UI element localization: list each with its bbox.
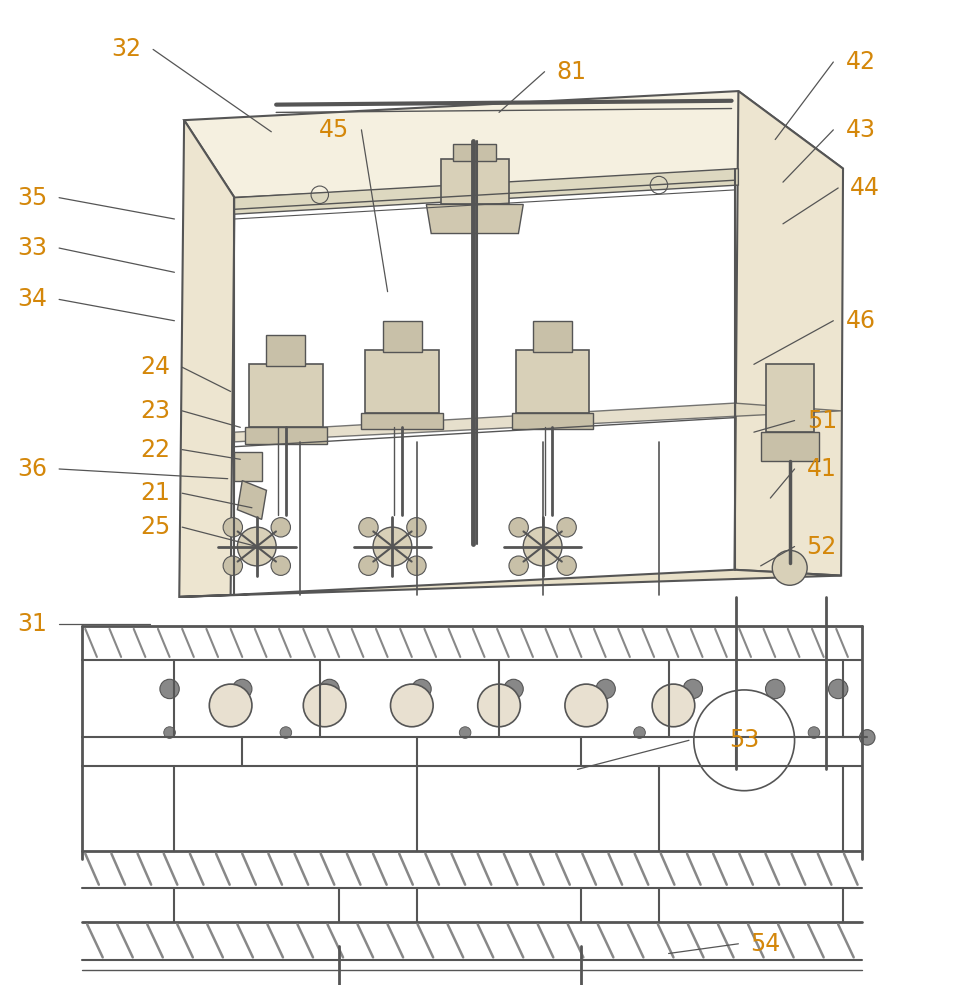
Text: 43: 43 [846,118,875,142]
Circle shape [509,518,528,537]
Text: 33: 33 [17,236,47,260]
Circle shape [391,684,433,727]
Polygon shape [512,413,593,429]
Circle shape [694,690,795,791]
Polygon shape [179,570,841,597]
Text: 25: 25 [140,515,171,539]
Polygon shape [761,432,819,461]
Text: 34: 34 [17,287,47,311]
Text: 81: 81 [557,60,586,84]
Circle shape [596,679,615,699]
Circle shape [504,679,523,699]
Circle shape [223,556,242,575]
Text: 42: 42 [846,50,875,74]
Polygon shape [245,427,327,444]
Polygon shape [365,350,439,413]
Circle shape [557,518,577,537]
Polygon shape [234,403,841,442]
Text: 54: 54 [750,932,781,956]
Circle shape [459,727,471,738]
Circle shape [280,727,292,738]
Polygon shape [735,91,843,576]
Text: 36: 36 [17,457,47,481]
Circle shape [271,556,291,575]
Circle shape [233,679,252,699]
Polygon shape [179,120,234,597]
Polygon shape [441,159,509,204]
Circle shape [209,684,252,727]
Circle shape [652,684,695,727]
Polygon shape [234,452,262,481]
Circle shape [860,730,875,745]
Circle shape [237,527,276,566]
Polygon shape [516,350,589,413]
Polygon shape [237,481,266,519]
Circle shape [509,556,528,575]
Circle shape [160,679,179,699]
Circle shape [808,727,820,738]
Text: 21: 21 [141,481,170,505]
Text: 46: 46 [846,309,875,333]
Text: 22: 22 [141,438,170,462]
Polygon shape [766,364,814,432]
Circle shape [523,527,562,566]
Polygon shape [184,91,843,198]
Circle shape [359,518,378,537]
Circle shape [271,518,291,537]
Polygon shape [249,364,323,427]
Circle shape [683,679,703,699]
Circle shape [565,684,608,727]
Circle shape [320,679,339,699]
Circle shape [412,679,431,699]
Circle shape [373,527,412,566]
Text: 32: 32 [111,37,141,61]
Text: 53: 53 [729,728,760,752]
Circle shape [164,727,175,738]
Text: 45: 45 [319,118,350,142]
Circle shape [634,727,645,738]
Polygon shape [266,335,305,366]
Circle shape [772,550,807,585]
Polygon shape [383,321,422,352]
Text: 23: 23 [141,399,170,423]
Circle shape [766,679,785,699]
Circle shape [557,556,577,575]
Circle shape [407,556,426,575]
Text: 44: 44 [851,176,880,200]
Circle shape [407,518,426,537]
Polygon shape [361,413,443,429]
Text: 24: 24 [141,355,170,379]
Circle shape [359,556,378,575]
Polygon shape [453,144,496,161]
Circle shape [303,684,346,727]
Text: 41: 41 [807,457,836,481]
Polygon shape [426,204,523,234]
Text: 35: 35 [16,186,47,210]
Circle shape [223,518,242,537]
Polygon shape [234,169,738,214]
Circle shape [478,684,520,727]
Text: 52: 52 [806,535,837,559]
Text: 31: 31 [17,612,47,636]
Text: 51: 51 [806,409,837,433]
Polygon shape [533,321,572,352]
Circle shape [828,679,848,699]
